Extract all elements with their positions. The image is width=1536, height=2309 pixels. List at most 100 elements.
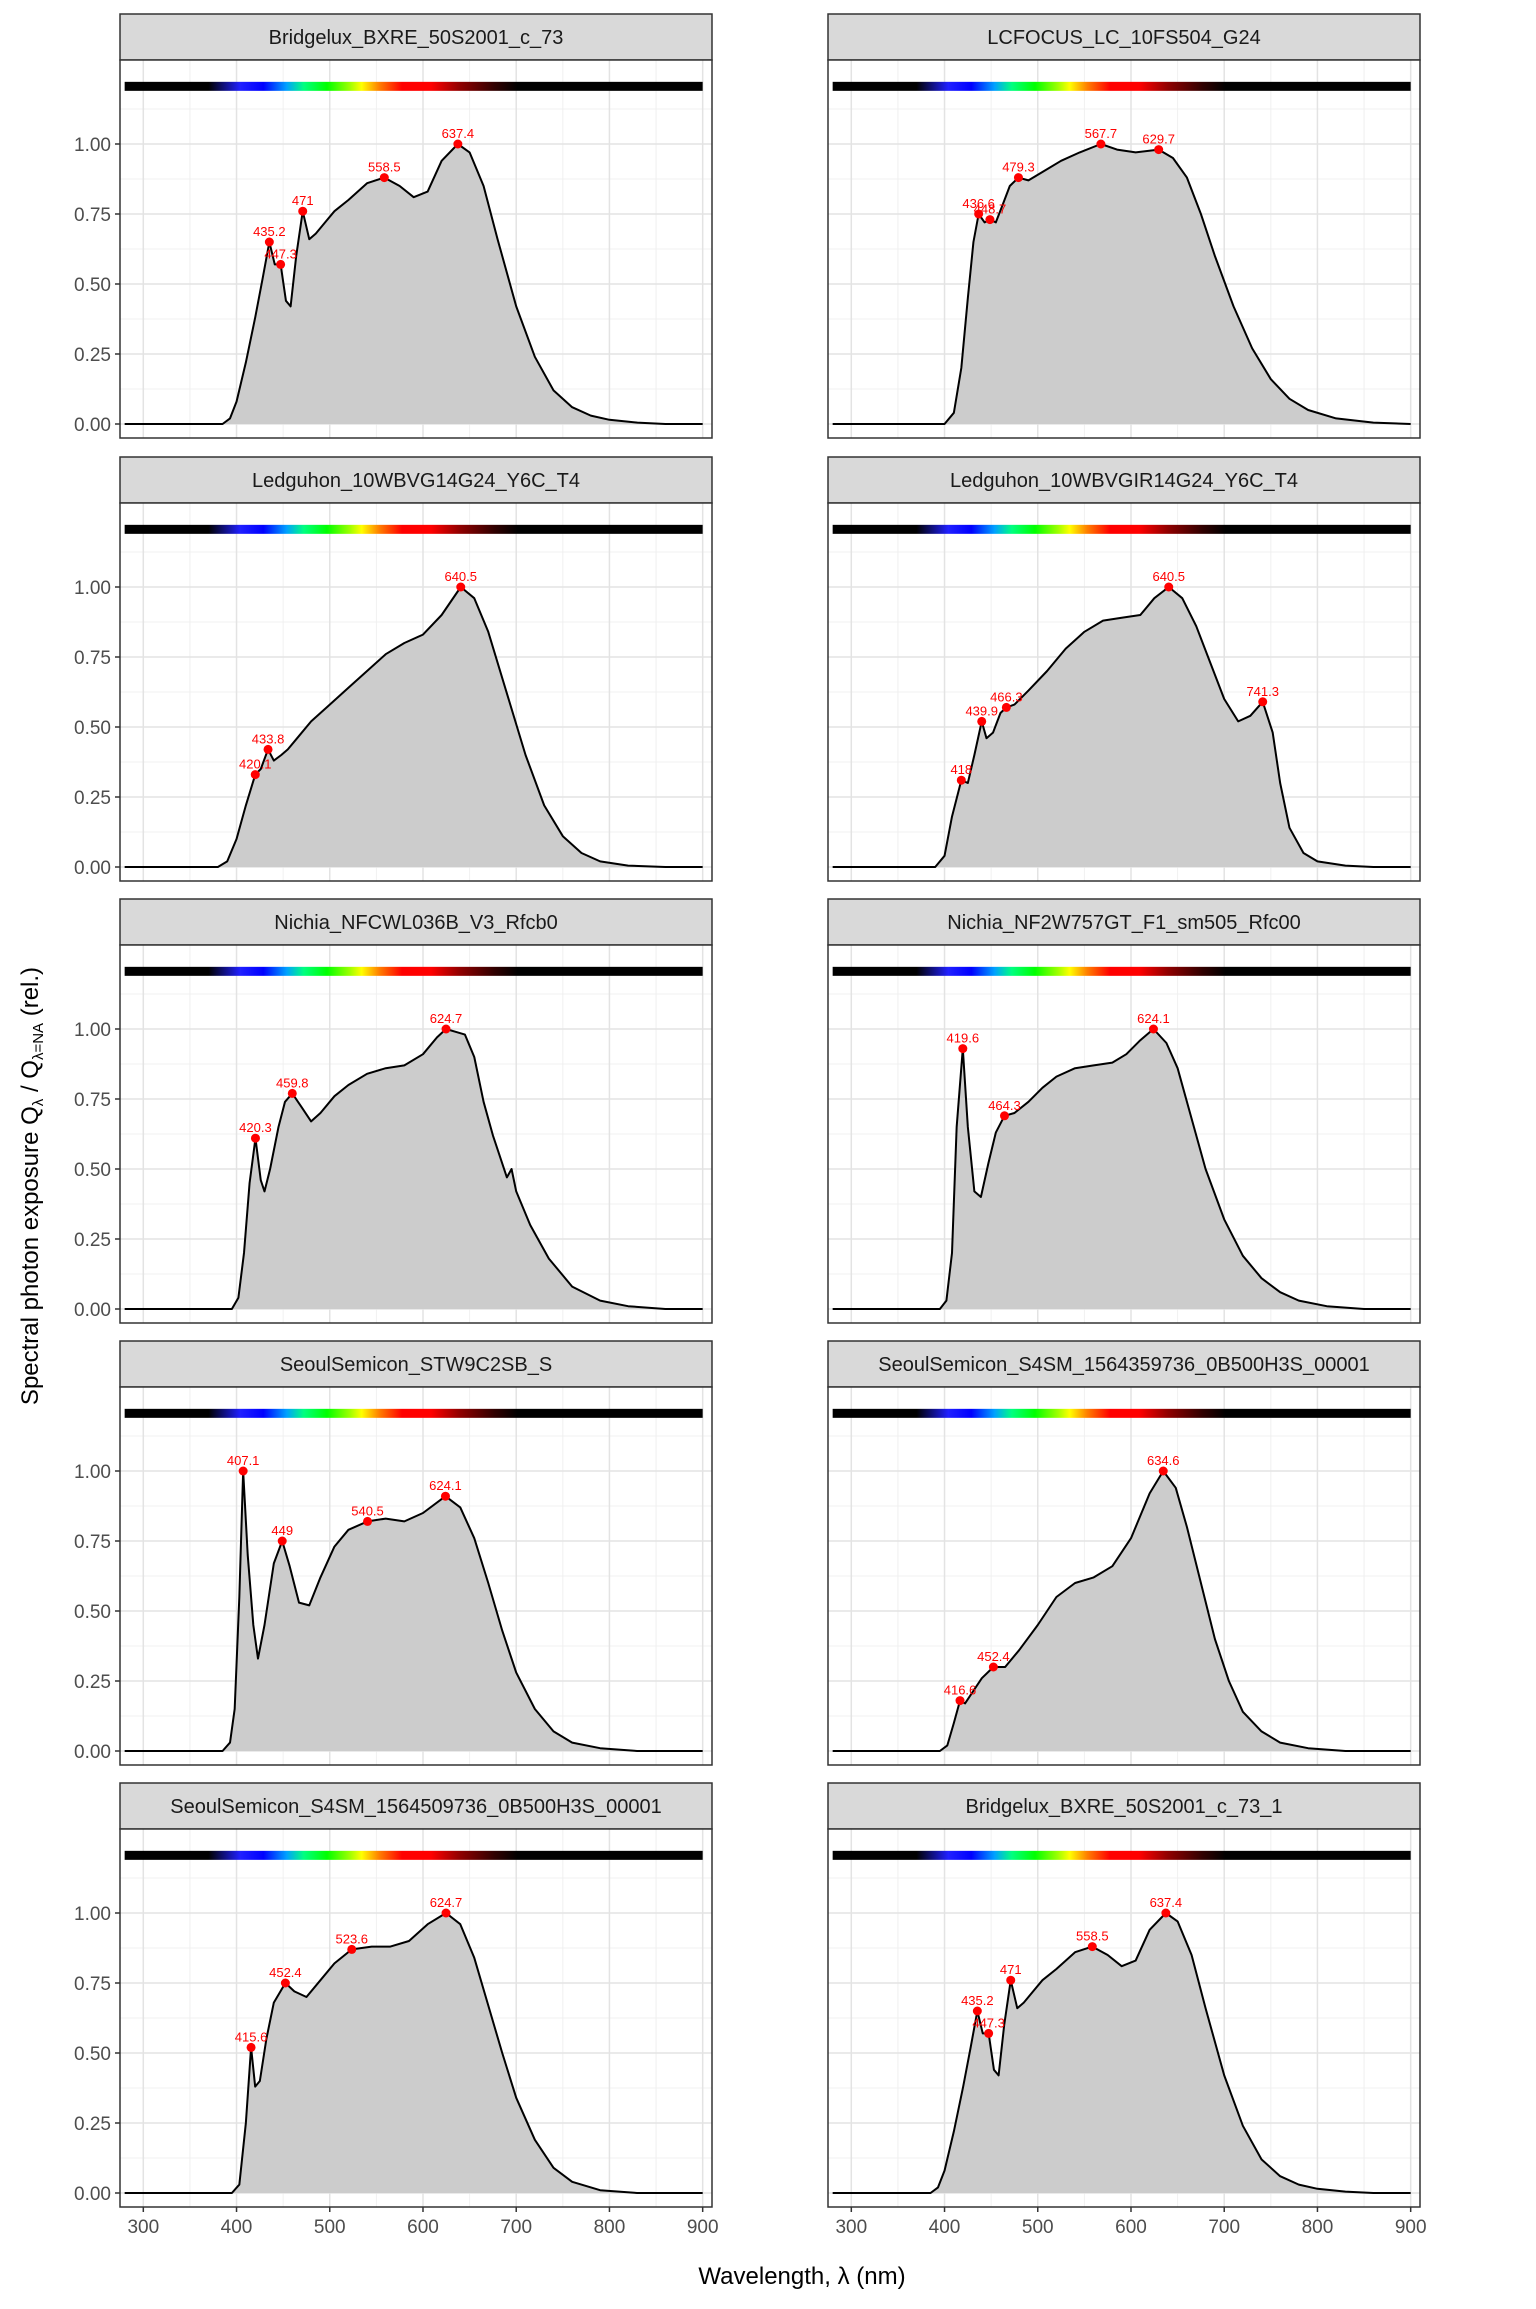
facet-title: Ledguhon_10WBVG14G24_Y6C_T4 bbox=[252, 470, 580, 492]
peak-point bbox=[1158, 1466, 1168, 1476]
y-tick-label: 0.50 bbox=[74, 2044, 111, 2065]
y-tick-label: 1.00 bbox=[74, 135, 111, 156]
y-tick-label: 0.25 bbox=[74, 788, 111, 809]
y-tick-label: 0.00 bbox=[74, 1300, 111, 1321]
x-tick-label: 400 bbox=[221, 2217, 253, 2238]
peak-label: 418 bbox=[950, 762, 972, 777]
facet-strip bbox=[827, 13, 1421, 61]
peak-label: 452.4 bbox=[269, 1965, 302, 1980]
spectrum-area bbox=[124, 1471, 703, 1751]
spectrum-area bbox=[832, 144, 1411, 424]
x-tick-label: 900 bbox=[687, 2217, 719, 2238]
y-tick-label: 0.00 bbox=[74, 1742, 111, 1763]
facet-panel-6: Nichia_NF2W757GT_F1_sm505_Rfc00 419.6 464.… bbox=[827, 898, 1421, 1324]
facet-panel-1: Bridgelux_BXRE_50S2001_c_73 435.2 447.3 471… bbox=[74, 13, 713, 439]
peak-point bbox=[999, 1111, 1009, 1121]
panel-border bbox=[827, 502, 1421, 882]
peak-point bbox=[246, 2042, 256, 2052]
wavelength-color-bar bbox=[124, 524, 703, 534]
peak-label: 433.8 bbox=[252, 731, 285, 746]
y-tick-label: 0.75 bbox=[74, 1974, 111, 1995]
y-tick-label: 0.75 bbox=[74, 1532, 111, 1553]
y-tick-label: 0.50 bbox=[74, 1602, 111, 1623]
y-axis-title: Spectral photon exposure Qλ / Qλ=NA (rel… bbox=[17, 967, 47, 1405]
panel-border bbox=[827, 1386, 1421, 1766]
y-tick-label: 0.50 bbox=[74, 1160, 111, 1181]
peak-point bbox=[1006, 1975, 1016, 1985]
x-tick-label: 700 bbox=[1208, 2217, 1240, 2238]
facet-title: Bridgelux_BXRE_50S2001_c_73_1 bbox=[966, 1796, 1283, 1818]
y-tick-label: 1.00 bbox=[74, 1462, 111, 1483]
peak-point bbox=[1087, 1942, 1097, 1952]
panel-border bbox=[119, 59, 713, 439]
x-tick-label: 300 bbox=[835, 2217, 867, 2238]
peak-label: 624.7 bbox=[430, 1895, 463, 1910]
spectrum-line bbox=[832, 586, 1411, 868]
spectrum-line bbox=[124, 1470, 703, 1752]
facet-title: Nichia_NF2W757GT_F1_sm505_Rfc00 bbox=[947, 912, 1301, 934]
wavelength-color-bar bbox=[832, 524, 1411, 534]
peak-point bbox=[1096, 139, 1106, 149]
wavelength-color-bar bbox=[832, 81, 1411, 91]
spectrum-area bbox=[832, 1029, 1411, 1309]
y-tick-label: 1.00 bbox=[74, 578, 111, 599]
facet-strip bbox=[827, 1782, 1421, 1830]
facet-strip bbox=[119, 1782, 713, 1830]
peak-label: 452.4 bbox=[977, 1649, 1010, 1664]
wavelength-color-bar bbox=[832, 1408, 1411, 1418]
spectrum-line bbox=[124, 1912, 703, 2194]
peak-label: 634.6 bbox=[1147, 1453, 1180, 1468]
panel-border bbox=[119, 1386, 713, 1766]
facet-title: Bridgelux_BXRE_50S2001_c_73 bbox=[269, 27, 564, 49]
y-axis-title-slash: / Q bbox=[17, 1060, 44, 1099]
peak-label: 420.1 bbox=[239, 757, 272, 772]
peak-point bbox=[972, 2006, 982, 2016]
y-axis-title-sub2: λ=NA bbox=[30, 1023, 47, 1060]
peak-label: 479.3 bbox=[1002, 160, 1035, 175]
spectrum-area bbox=[124, 1913, 703, 2193]
spectrum-area bbox=[124, 587, 703, 867]
peak-label: 447.3 bbox=[264, 246, 297, 261]
peak-label: 637.4 bbox=[1150, 1895, 1183, 1910]
wavelength-color-bar bbox=[124, 966, 703, 976]
facet-panel-7: SeoulSemicon_STW9C2SB_S 407.1 449 540.5 624.… bbox=[74, 1340, 713, 1766]
facet-panel-3: Ledguhon_10WBVG14G24_Y6C_T4 420.1 433.8 640… bbox=[74, 456, 713, 882]
panel-border bbox=[827, 59, 1421, 439]
peak-label: 416.6 bbox=[944, 1683, 977, 1698]
peak-label: 624.7 bbox=[430, 1011, 463, 1026]
y-axis-title-main: Spectral photon exposure Q bbox=[17, 1106, 44, 1405]
peak-label: 558.5 bbox=[368, 160, 401, 175]
peak-point bbox=[1154, 145, 1164, 155]
facet-panel-5: Nichia_NFCWL036B_V3_Rfcb0 420.3 459.8 624.7… bbox=[74, 898, 713, 1324]
x-axis-title: Wavelength, λ (nm) bbox=[698, 2263, 905, 2290]
x-tick-label: 900 bbox=[1395, 2217, 1427, 2238]
peak-label: 624.1 bbox=[1137, 1011, 1170, 1026]
peak-label: 540.5 bbox=[351, 1503, 384, 1518]
x-tick-label: 600 bbox=[407, 2217, 439, 2238]
peak-point bbox=[1013, 173, 1023, 183]
y-tick-label: 0.50 bbox=[74, 718, 111, 739]
peak-label: 567.7 bbox=[1085, 126, 1118, 141]
peak-point bbox=[1001, 702, 1011, 712]
peak-point bbox=[985, 215, 995, 225]
spectrum-line bbox=[124, 143, 703, 425]
peak-point bbox=[988, 1662, 998, 1672]
y-tick-label: 0.75 bbox=[74, 648, 111, 669]
peak-point bbox=[298, 206, 308, 216]
x-tick-label: 800 bbox=[594, 2217, 626, 2238]
peak-label: 449 bbox=[271, 1523, 293, 1538]
peak-point bbox=[974, 209, 984, 219]
x-tick-label: 400 bbox=[929, 2217, 961, 2238]
peak-label: 741.3 bbox=[1246, 684, 1279, 699]
facet-strip bbox=[119, 456, 713, 504]
peak-label: 459.8 bbox=[276, 1075, 309, 1090]
y-tick-label: 0.25 bbox=[74, 345, 111, 366]
peak-label: 439.9 bbox=[965, 703, 998, 718]
panel-border bbox=[119, 944, 713, 1324]
facet-panel-9: SeoulSemicon_S4SM_1564509736_0B500H3S_00… bbox=[74, 1782, 719, 2238]
peak-point bbox=[263, 744, 273, 754]
peak-point bbox=[250, 1133, 260, 1143]
peak-point bbox=[264, 237, 274, 247]
panel-border bbox=[827, 1828, 1421, 2208]
